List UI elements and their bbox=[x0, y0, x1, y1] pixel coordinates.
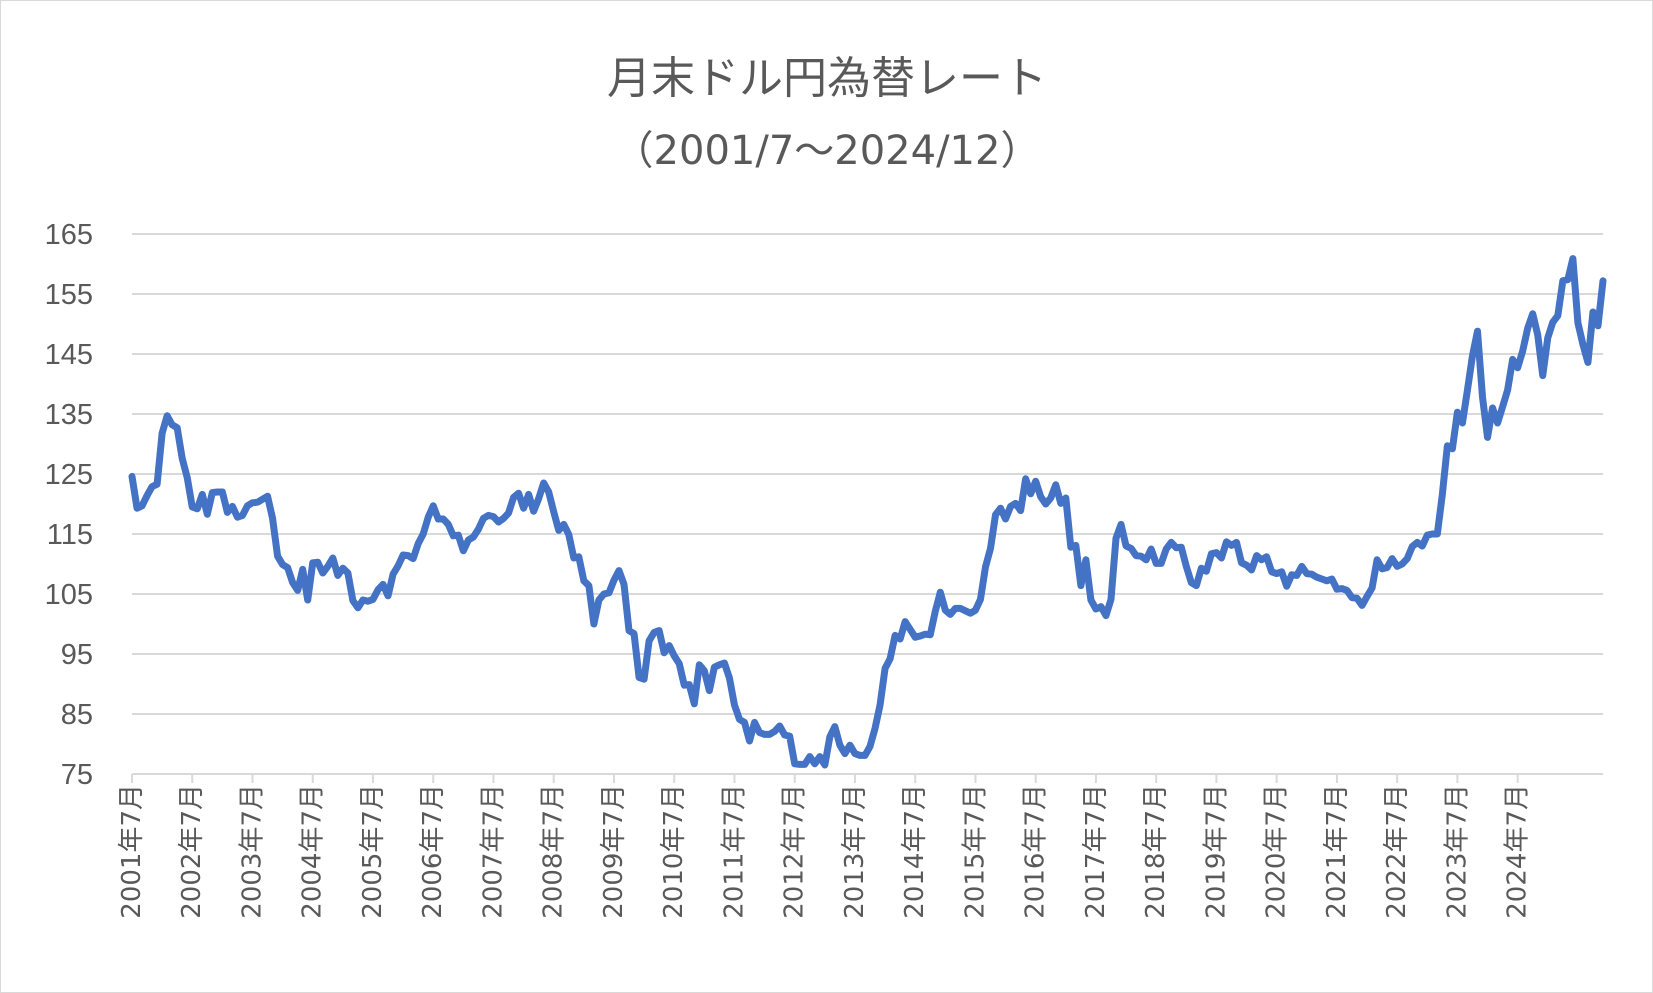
x-tick-label: 2005年7月 bbox=[358, 784, 388, 919]
x-tick-label: 2020年7月 bbox=[1262, 784, 1292, 919]
chart-title: 月末ドル円為替レート bbox=[607, 53, 1047, 104]
y-tick-label: 135 bbox=[45, 399, 93, 431]
y-tick-label: 125 bbox=[45, 459, 93, 491]
x-tick-label: 2011年7月 bbox=[719, 784, 749, 919]
y-tick-label: 165 bbox=[45, 219, 93, 251]
x-tick-label: 2017年7月 bbox=[1081, 784, 1111, 919]
x-tick-label: 2022年7月 bbox=[1382, 784, 1412, 919]
x-tick-label: 2014年7月 bbox=[900, 784, 930, 919]
y-tick-label: 105 bbox=[45, 579, 93, 611]
x-tick-label: 2023年7月 bbox=[1442, 784, 1472, 919]
x-tick-label: 2015年7月 bbox=[960, 784, 990, 919]
x-tick-label: 2013年7月 bbox=[840, 784, 870, 919]
y-tick-label: 115 bbox=[47, 519, 93, 551]
series-line-usdjpy bbox=[128, 255, 1607, 769]
x-tick-label: 2002年7月 bbox=[177, 784, 207, 919]
gridlines bbox=[132, 233, 1603, 715]
x-tick-label: 2016年7月 bbox=[1021, 784, 1051, 919]
x-axis-tick-marks bbox=[131, 774, 1519, 783]
y-tick-label: 95 bbox=[61, 639, 93, 671]
x-tick-label: 2010年7月 bbox=[659, 784, 689, 919]
x-tick-label: 2008年7月 bbox=[539, 784, 569, 919]
y-tick-label: 75 bbox=[61, 759, 93, 791]
x-tick-label: 2003年7月 bbox=[237, 784, 267, 919]
x-tick-label: 2019年7月 bbox=[1201, 784, 1231, 919]
y-tick-label: 155 bbox=[45, 279, 93, 311]
y-tick-label: 85 bbox=[61, 699, 93, 731]
y-tick-label: 145 bbox=[45, 339, 93, 371]
x-tick-label: 2004年7月 bbox=[298, 784, 328, 919]
x-tick-label: 2018年7月 bbox=[1141, 784, 1171, 919]
x-tick-label: 2024年7月 bbox=[1503, 784, 1533, 919]
x-tick-label: 2012年7月 bbox=[780, 784, 810, 919]
x-tick-label: 2021年7月 bbox=[1322, 784, 1352, 919]
x-tick-label: 2006年7月 bbox=[418, 784, 448, 919]
x-tick-label: 2009年7月 bbox=[599, 784, 629, 919]
x-axis-tick-labels: 2001年7月 2002年7月 2003年7月 2004年7月 2005年7月 2006年… bbox=[117, 784, 1533, 919]
x-tick-label: 2007年7月 bbox=[478, 784, 508, 919]
chart-subtitle: （2001/7～2024/12） bbox=[614, 128, 1041, 174]
y-axis-tick-labels: 165 155 145 135 125 115 105 95 85 75 bbox=[45, 219, 93, 791]
x-tick-label: 2001年7月 bbox=[117, 784, 147, 919]
